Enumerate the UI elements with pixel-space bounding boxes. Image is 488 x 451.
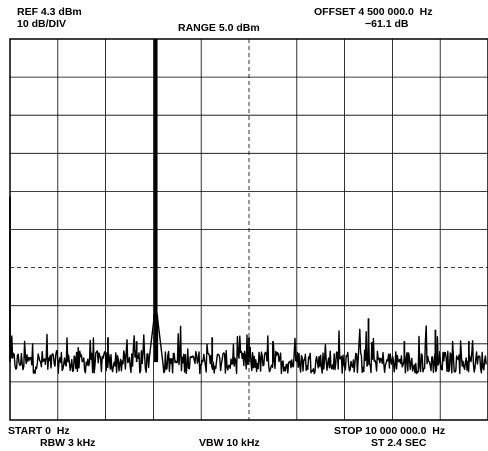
sweep-time: ST 2.4 SEC: [371, 437, 427, 449]
start-frequency: START 0 Hz: [8, 425, 70, 437]
vbw-label: VBW 10 kHz: [199, 437, 260, 449]
graticule: [10, 39, 488, 420]
marker-readout: −61.1 dB: [365, 18, 409, 30]
ref-level-label: REF 4.3 dBm: [17, 6, 82, 18]
stop-frequency: STOP 10 000 000.0 Hz: [334, 425, 446, 437]
offset-label: OFFSET 4 500 000.0 Hz: [314, 6, 433, 18]
scale-label: 10 dB/DIV: [17, 18, 67, 30]
rbw-label: RBW 3 kHz: [40, 437, 96, 449]
range-label: RANGE 5.0 dBm: [178, 22, 260, 34]
spur-markers: [9, 39, 470, 363]
